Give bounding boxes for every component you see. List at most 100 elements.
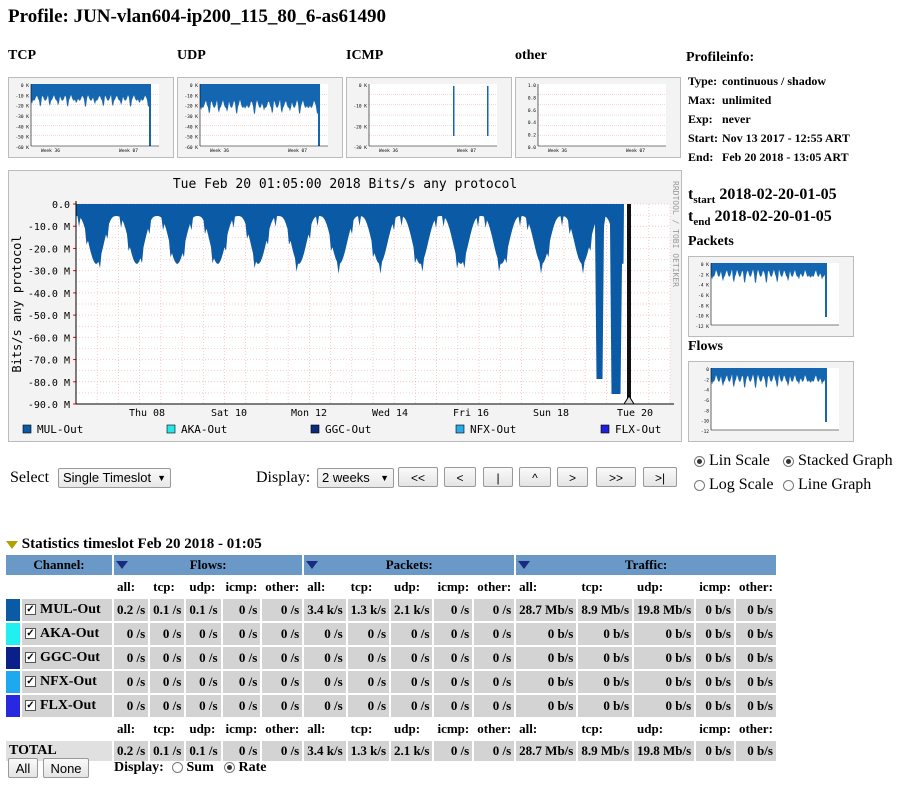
- expand-triangle-icon[interactable]: [306, 561, 319, 569]
- subheader-icmp: icmp:: [696, 577, 734, 597]
- lin-scale-radio[interactable]: [694, 455, 705, 467]
- thumb-ytick: -10 K: [353, 104, 367, 110]
- channel-row: ✓ GGC-Out 0 /s 0 /s 0 /s 0 /s 0 /s 0 /s 0 /s 0 /s…: [6, 647, 776, 669]
- channel-name-cell: ✓ NFX-Out: [22, 671, 112, 693]
- display-period-dropdown[interactable]: 2 weeks ▼: [317, 468, 394, 488]
- channel-checkbox[interactable]: ✓: [25, 652, 36, 664]
- channel-name-cell: ✓ AKA-Out: [22, 623, 112, 645]
- traffic-value: 0 b/s: [516, 647, 577, 669]
- expand-triangle-icon[interactable]: [116, 561, 128, 569]
- main-chart[interactable]: Tue Feb 20 01:05:00 2018 Bits/s any prot…: [8, 170, 682, 442]
- x-tick-label: Fri 16: [453, 408, 489, 419]
- tend-value: 2018-02-20-01-05: [714, 208, 832, 225]
- thumb-xtick: Week 07: [119, 148, 138, 154]
- legend-label: MUL-Out: [37, 423, 83, 436]
- channel-checkbox[interactable]: ✓: [25, 628, 36, 640]
- subheader-all: all:: [304, 719, 346, 739]
- profile-title: Profile: JUN-vlan604-ip200_115_80_6-as61…: [8, 6, 387, 27]
- nav-button-2[interactable]: |: [483, 467, 513, 487]
- group-header-packets[interactable]: Packets:: [304, 555, 515, 575]
- traffic-value: 0 b/s: [516, 671, 577, 693]
- profileinfo-key: Type:: [688, 74, 718, 88]
- total-row: TOTAL 0.2 /s 0.1 /s 0.1 /s 0 /s 0 /s 3.4 k/s 1.…: [6, 741, 776, 761]
- subheader-other: other:: [262, 719, 303, 739]
- total-flows-value: 0 /s: [222, 741, 261, 761]
- packets-value: 0 /s: [347, 695, 390, 717]
- line-graph-option[interactable]: Line Graph: [783, 476, 871, 494]
- y-tick-label: -90.0 M: [28, 400, 70, 411]
- stacked-graph-radio[interactable]: [783, 455, 794, 467]
- nav-button-5[interactable]: >>: [596, 467, 636, 487]
- lin-scale-option[interactable]: Lin Scale: [694, 452, 770, 470]
- none-button[interactable]: None: [43, 758, 89, 778]
- thumb-chart-icmp[interactable]: 0 K -10 K -20 K -30 K Week 36 Week 07: [346, 77, 512, 158]
- sum-radio[interactable]: [172, 762, 183, 774]
- tend-row: tend 2018-02-20-01-05: [688, 208, 832, 229]
- subheader-spacer: [6, 577, 112, 597]
- traffic-value: 0 b/s: [578, 695, 633, 717]
- channel-color: [6, 671, 20, 693]
- nav-button-4[interactable]: >: [557, 467, 588, 487]
- y-tick-label: -80.0 M: [28, 378, 70, 389]
- log-scale-option[interactable]: Log Scale: [694, 476, 773, 494]
- collapse-triangle-icon[interactable]: [6, 540, 18, 549]
- traffic-value: 0 b/s: [696, 671, 734, 693]
- group-header-traffic[interactable]: Traffic:: [516, 555, 776, 575]
- select-timeslot-dropdown[interactable]: Single Timeslot ▼: [58, 468, 171, 488]
- stats-heading-row[interactable]: Statistics timeslot Feb 20 2018 - 01:05: [6, 536, 262, 553]
- thumb-label-other: other: [515, 48, 547, 63]
- rate-radio[interactable]: [224, 762, 235, 774]
- rate-option[interactable]: Rate: [224, 760, 267, 776]
- packets-value: 0 /s: [434, 695, 473, 717]
- side-thumb-chart-packets[interactable]: 0 K -2 K -4 K -6 K -8 K -10 K -12 K: [688, 256, 854, 337]
- sum-option[interactable]: Sum: [172, 760, 214, 776]
- channel-checkbox[interactable]: ✓: [25, 676, 36, 688]
- channel-color-swatch: [6, 599, 20, 621]
- stats-table-wrap: Channel: Flows: Packets: Traffic: all: tcp: ud…: [4, 553, 778, 763]
- nav-button-1[interactable]: <: [444, 467, 476, 487]
- stacked-graph-option[interactable]: Stacked Graph: [783, 452, 893, 470]
- thumb-ytick: 1.0: [528, 83, 536, 89]
- traffic-value: 0 b/s: [735, 671, 776, 693]
- thumb-xtick: Week 36: [41, 148, 60, 154]
- flows-value: 0 /s: [262, 599, 303, 621]
- subheader-all: all:: [304, 577, 346, 597]
- thumb-chart-udp[interactable]: 0 K -10 K -20 K -30 K -40 K -50 K -60 K Week 36…: [177, 77, 343, 158]
- subheader-udp: udp:: [634, 719, 695, 739]
- side-thumb-chart-flows[interactable]: 0 -2 -4 -6 -8 -10 -12: [688, 361, 854, 442]
- tstart-value: 2018-02-20-01-05: [719, 186, 837, 203]
- thumb-ytick: -40 K: [184, 124, 198, 130]
- thumb-chart-other[interactable]: 1.0 0.8 0.6 0.4 0.2 0.0 Week 36 Week 07: [515, 77, 681, 158]
- nav-button-0[interactable]: <<: [398, 467, 438, 487]
- channel-checkbox[interactable]: ✓: [25, 700, 36, 712]
- channel-color-swatch: [6, 671, 20, 693]
- thumb-label-icmp: ICMP: [346, 48, 384, 63]
- total-packets-value: 3.4 k/s: [304, 741, 346, 761]
- expand-triangle-icon[interactable]: [518, 561, 531, 569]
- stats-table: Channel: Flows: Packets: Traffic: all: tcp: ud…: [4, 553, 778, 763]
- channel-name: AKA-Out: [40, 626, 100, 641]
- legend-label: AKA-Out: [181, 423, 227, 436]
- stats-subheader-row: all: tcp: udp: icmp: other: all: tcp: udp: icmp:…: [6, 577, 776, 597]
- log-scale-radio[interactable]: [694, 479, 705, 491]
- subheader-tcp: tcp:: [150, 719, 185, 739]
- side-thumb-ytick: -4 K: [698, 283, 709, 289]
- thumb-xtick: Week 36: [548, 148, 567, 154]
- thumb-chart-tcp[interactable]: 0 K -10 K -20 K -30 K -40 K -50 K -60 K Week 36…: [8, 77, 174, 158]
- nav-button-6[interactable]: >|: [643, 467, 677, 487]
- subheader-icmp: icmp:: [434, 577, 473, 597]
- traffic-value: 19.8 Mb/s: [634, 599, 695, 621]
- stats-header-row: Channel: Flows: Packets: Traffic:: [6, 555, 776, 575]
- packets-value: 0 /s: [391, 695, 433, 717]
- thumb-ytick: -20 K: [184, 104, 198, 110]
- channel-checkbox[interactable]: ✓: [25, 604, 36, 616]
- legend-swatch: [600, 424, 610, 434]
- total-label: TOTAL: [6, 741, 112, 761]
- all-button[interactable]: All: [8, 758, 38, 778]
- group-header-label: Packets:: [385, 557, 433, 572]
- nav-button-3[interactable]: ^: [519, 467, 551, 487]
- group-header-flows[interactable]: Flows:: [114, 555, 303, 575]
- thumb-spike: [453, 86, 455, 136]
- line-graph-radio[interactable]: [783, 479, 794, 491]
- thumb-svg: 0 K -10 K -20 K -30 K Week 36 Week 07: [353, 83, 497, 154]
